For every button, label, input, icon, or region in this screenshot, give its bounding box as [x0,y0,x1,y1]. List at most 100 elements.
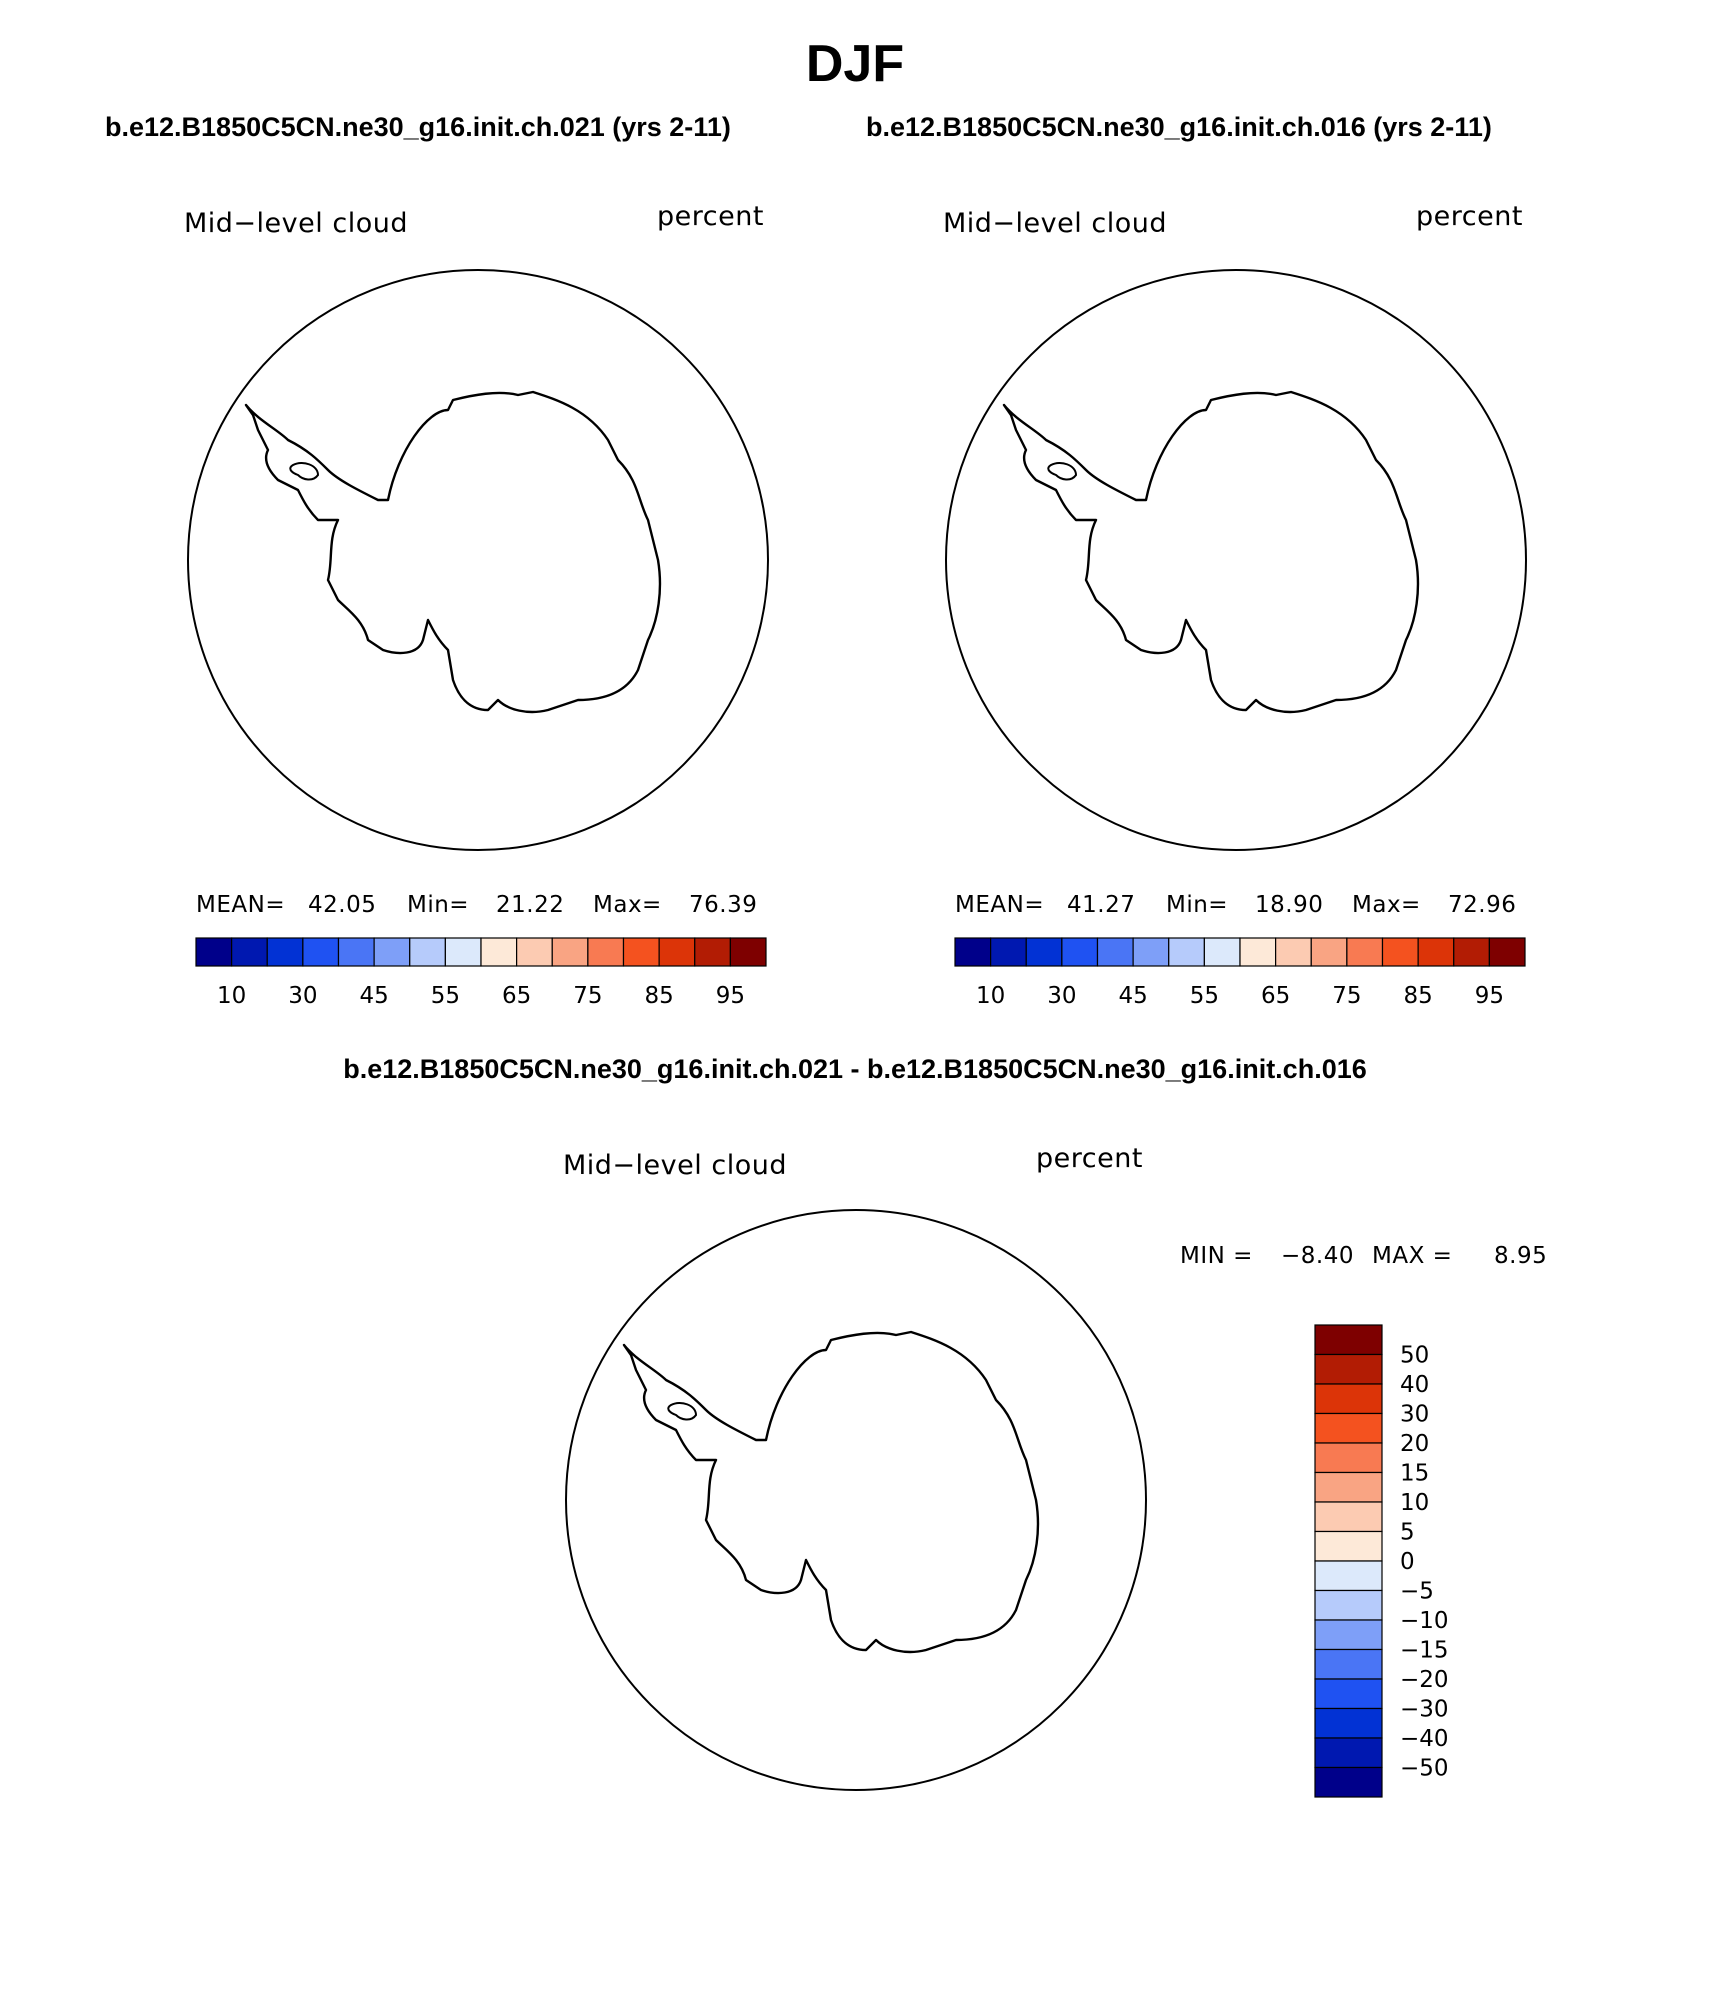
panel-1-colorbar-swatch [266,937,304,967]
panel-1-variable-label: Mid−level cloud [184,208,408,239]
diff-colorbar-swatch [1314,1324,1383,1356]
panel-1-colorbar-tick-label: 30 [288,983,317,1009]
panel-1-colorbar-tick-label: 95 [716,983,745,1009]
diff-colorbar-tick-label: 0 [1400,1549,1415,1575]
panel-2-colorbar-tick-label: 95 [1475,983,1504,1009]
panel-1-min-value: 21.22 [496,892,565,918]
panel-2-colorbar-swatch [1203,937,1241,967]
diff-colorbar-swatch [1314,1766,1383,1798]
diff-colorbar-tick-label: −30 [1400,1697,1449,1723]
panel-2-map [945,269,1527,851]
panel-2-colorbar-swatch [954,937,992,967]
panel-2-colorbar-swatch [1275,937,1312,967]
panel-2-colorbar-swatch [1168,937,1205,967]
panel-1-max-value: 76.39 [689,892,758,918]
diff-colorbar-tick-label: 15 [1400,1461,1429,1487]
panel-2-case-title: b.e12.B1850C5CN.ne30_g16.init.ch.016 (yr… [866,112,1492,142]
diff-colorbar-swatch [1314,1412,1383,1444]
diff-colorbar-swatch [1314,1383,1383,1415]
panel-2-colorbar-swatch [1239,937,1277,967]
diff-colorbar-tick-label: −20 [1400,1667,1449,1693]
diff-map [565,1209,1147,1791]
panel-1-colorbar-swatch [302,937,340,967]
diff-colorbar-swatch [1314,1619,1383,1651]
panel-1-colorbar-swatch [373,937,411,967]
diff-title: b.e12.B1850C5CN.ne30_g16.init.ch.021 - b… [343,1054,1367,1084]
panel-2-min-value: 18.90 [1255,892,1324,918]
panel-1-colorbar-swatch [551,937,589,967]
panel-1-colorbar-tick-label: 65 [502,983,531,1009]
diff-colorbar-tick-label: −10 [1400,1608,1449,1634]
panel-1-colorbar-swatch [622,937,660,967]
panel-1-case-title: b.e12.B1850C5CN.ne30_g16.init.ch.021 (yr… [105,112,731,142]
diff-colorbar-swatch [1314,1501,1383,1533]
panel-2-colorbar-tick-label: 85 [1403,983,1432,1009]
diff-colorbar-swatch [1314,1530,1383,1562]
diff-colorbar-tick-label: 10 [1400,1490,1429,1516]
panel-1-colorbar-swatch [694,937,731,967]
panel-1-colorbar-swatch [195,937,233,967]
diff-colorbar-tick-label: 30 [1400,1402,1429,1428]
diff-colorbar-swatch [1314,1648,1383,1680]
diff-colorbar-tick-label: −50 [1400,1756,1449,1782]
diff-min-value: −8.40 [1281,1243,1354,1269]
page-title: DJF [805,35,905,93]
panel-1-colorbar-tick-label: 10 [217,983,246,1009]
diff-variable-label: Mid−level cloud [563,1150,787,1181]
panel-1-colorbar-swatch [480,937,518,967]
panel-2-colorbar-tick-label: 55 [1190,983,1219,1009]
panel-1-colorbar-tick-label: 45 [359,983,388,1009]
panel-1-colorbar-swatch [658,937,696,967]
diff-colorbar-tick-label: 40 [1400,1372,1429,1398]
panel-2-colorbar-tick-label: 75 [1332,983,1361,1009]
panel-2-colorbar-tick-label: 65 [1261,983,1290,1009]
panel-2-mean-label: MEAN= [955,892,1045,918]
panel-1-mean-value: 42.05 [308,892,377,918]
diff-min-label: MIN = [1180,1243,1253,1269]
panel-2-colorbar-swatch [1488,937,1526,967]
panel-2-max-label: Max= [1352,892,1421,918]
diff-units-label: percent [1036,1143,1143,1174]
panel-2-colorbar-swatch [1453,937,1490,967]
panel-1-colorbar-swatch [409,937,446,967]
panel-2-colorbar-tick-label: 45 [1118,983,1147,1009]
diff-colorbar-tick-label: 50 [1400,1343,1429,1369]
panel-2-max-value: 72.96 [1448,892,1517,918]
panel-1-colorbar-swatch [231,937,268,967]
panel-1-colorbar-swatch [587,937,625,967]
panel-2-colorbar-swatch [1381,937,1419,967]
diff-colorbar-tick-label: 20 [1400,1431,1429,1457]
diff-colorbar-swatch [1314,1589,1383,1621]
diff-max-label: MAX = [1372,1243,1453,1269]
panel-2-variable-label: Mid−level cloud [943,208,1167,239]
panel-1-map [187,269,769,851]
panel-1-colorbar-tick-label: 55 [431,983,460,1009]
diff-colorbar-swatch [1314,1737,1383,1769]
panel-2-colorbar-swatch [990,937,1027,967]
panel-2-colorbar-swatch [1417,937,1455,967]
panel-1-colorbar-tick-label: 85 [644,983,673,1009]
panel-2-colorbar-swatch [1132,937,1170,967]
diff-colorbar-tick-label: −40 [1400,1726,1449,1752]
panel-2-colorbar-swatch [1025,937,1063,967]
diff-colorbar-tick-label: −15 [1400,1638,1449,1664]
diff-colorbar-swatch [1314,1442,1383,1474]
panel-2-min-label: Min= [1166,892,1229,918]
panel-1-units-label: percent [657,201,764,232]
diff-colorbar-swatch [1314,1353,1383,1385]
panel-1-mean-label: MEAN= [196,892,286,918]
panel-1-colorbar: 10 30 45 55 65 75 85 95 [195,937,767,1009]
diff-colorbar-swatch [1314,1707,1383,1739]
diff-colorbar-swatch [1314,1560,1383,1592]
panel-2-colorbar-swatch [1310,937,1348,967]
panel-2-colorbar-tick-label: 10 [976,983,1005,1009]
diff-colorbar-tick-label: 5 [1400,1520,1415,1546]
panel-1-colorbar-swatch [444,937,482,967]
panel-1-colorbar-tick-label: 75 [573,983,602,1009]
panel-1-colorbar-swatch [337,937,375,967]
panel-2-colorbar-swatch [1346,937,1384,967]
diff-colorbar-swatch [1314,1678,1383,1710]
panel-1-colorbar-swatch [516,937,553,967]
